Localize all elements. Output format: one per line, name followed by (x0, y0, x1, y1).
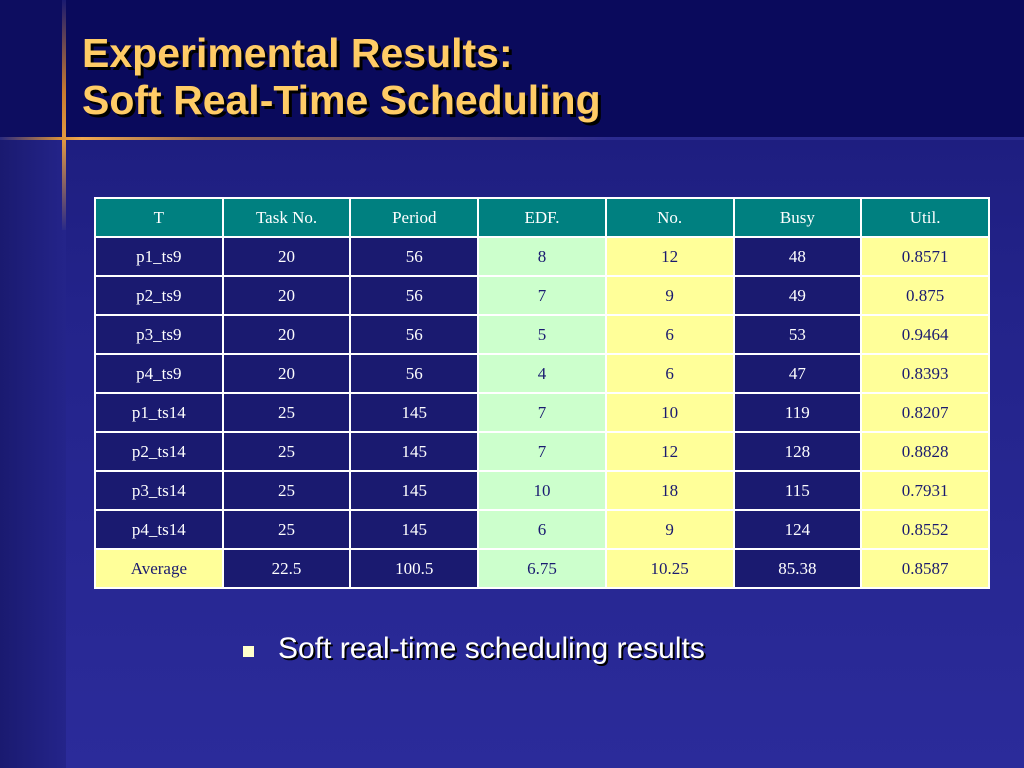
horizontal-accent-line (0, 137, 1024, 140)
cell-busy: 119 (732, 392, 863, 433)
cell-t: p4_ts14 (94, 509, 224, 550)
cell-no: 12 (604, 431, 735, 472)
cell-util: 0.8393 (860, 353, 990, 394)
header-task-no: Task No. (221, 197, 352, 238)
cell-no: 9 (604, 509, 735, 550)
cell-edf: 7 (477, 392, 607, 433)
cell-no: 9 (604, 275, 735, 316)
average-row: Average 22.5 100.5 6.75 10.25 85.38 0.85… (94, 548, 990, 589)
cell-no: 10 (604, 392, 735, 433)
vertical-accent-line (62, 0, 66, 230)
table-row: p3_ts9 20 56 5 6 53 0.9464 (94, 314, 990, 355)
cell-edf: 8 (477, 236, 607, 277)
bullet-text: Soft real-time scheduling results (278, 632, 705, 665)
cell-t: p2_ts14 (94, 431, 224, 472)
header-period: Period (349, 197, 480, 238)
title-line-1: Experimental Results: (82, 30, 513, 76)
cell-t: p1_ts14 (94, 392, 224, 433)
slide-title: Experimental Results: Soft Real-Time Sch… (82, 30, 601, 124)
cell-average-edf: 6.75 (477, 548, 607, 589)
cell-t: p2_ts9 (94, 275, 224, 316)
cell-util: 0.9464 (860, 314, 990, 355)
cell-period: 145 (349, 392, 480, 433)
cell-util: 0.8207 (860, 392, 990, 433)
cell-period: 56 (349, 236, 480, 277)
cell-no: 18 (604, 470, 735, 511)
cell-edf: 7 (477, 275, 607, 316)
cell-average-label: Average (94, 548, 224, 589)
cell-task-no: 25 (221, 470, 352, 511)
cell-no: 12 (604, 236, 735, 277)
cell-util: 0.7931 (860, 470, 990, 511)
cell-t: p3_ts9 (94, 314, 224, 355)
cell-average-no: 10.25 (604, 548, 735, 589)
cell-period: 145 (349, 431, 480, 472)
table-row: p2_ts9 20 56 7 9 49 0.875 (94, 275, 990, 316)
results-table: T Task No. Period EDF. No. Busy Util. p1… (94, 197, 990, 589)
cell-average-period: 100.5 (349, 548, 480, 589)
cell-t: p4_ts9 (94, 353, 224, 394)
header-edf: EDF. (477, 197, 607, 238)
table-row: p4_ts9 20 56 4 6 47 0.8393 (94, 353, 990, 394)
cell-util: 0.8571 (860, 236, 990, 277)
title-line-2: Soft Real-Time Scheduling (82, 77, 601, 123)
cell-busy: 115 (732, 470, 863, 511)
cell-edf: 5 (477, 314, 607, 355)
table-row: p4_ts14 25 145 6 9 124 0.8552 (94, 509, 990, 550)
bullet-item: Soft real-time scheduling results (243, 632, 705, 666)
cell-util: 0.8552 (860, 509, 990, 550)
cell-average-util: 0.8587 (860, 548, 990, 589)
cell-period: 145 (349, 470, 480, 511)
header-t: T (94, 197, 224, 238)
cell-busy: 128 (732, 431, 863, 472)
header-no: No. (604, 197, 735, 238)
cell-task-no: 25 (221, 509, 352, 550)
header-busy: Busy (732, 197, 863, 238)
cell-busy: 124 (732, 509, 863, 550)
cell-period: 56 (349, 353, 480, 394)
table-row: p3_ts14 25 145 10 18 115 0.7931 (94, 470, 990, 511)
table-header-row: T Task No. Period EDF. No. Busy Util. (94, 197, 990, 238)
cell-util: 0.875 (860, 275, 990, 316)
cell-edf: 7 (477, 431, 607, 472)
cell-task-no: 20 (221, 275, 352, 316)
cell-task-no: 20 (221, 314, 352, 355)
table-row: p1_ts9 20 56 8 12 48 0.8571 (94, 236, 990, 277)
corner-block (0, 0, 66, 140)
cell-period: 145 (349, 509, 480, 550)
cell-period: 56 (349, 275, 480, 316)
cell-busy: 48 (732, 236, 863, 277)
cell-t: p3_ts14 (94, 470, 224, 511)
cell-t: p1_ts9 (94, 236, 224, 277)
cell-no: 6 (604, 314, 735, 355)
header-util: Util. (860, 197, 990, 238)
cell-task-no: 25 (221, 392, 352, 433)
table-row: p2_ts14 25 145 7 12 128 0.8828 (94, 431, 990, 472)
cell-task-no: 25 (221, 431, 352, 472)
bullet-square-icon (243, 645, 254, 657)
cell-edf: 10 (477, 470, 607, 511)
cell-edf: 6 (477, 509, 607, 550)
cell-task-no: 20 (221, 353, 352, 394)
cell-busy: 47 (732, 353, 863, 394)
title-band (0, 0, 1024, 140)
cell-no: 6 (604, 353, 735, 394)
cell-edf: 4 (477, 353, 607, 394)
table-row: p1_ts14 25 145 7 10 119 0.8207 (94, 392, 990, 433)
cell-period: 56 (349, 314, 480, 355)
cell-average-task-no: 22.5 (221, 548, 352, 589)
cell-util: 0.8828 (860, 431, 990, 472)
cell-busy: 49 (732, 275, 863, 316)
cell-busy: 53 (732, 314, 863, 355)
cell-task-no: 20 (221, 236, 352, 277)
cell-average-busy: 85.38 (732, 548, 863, 589)
